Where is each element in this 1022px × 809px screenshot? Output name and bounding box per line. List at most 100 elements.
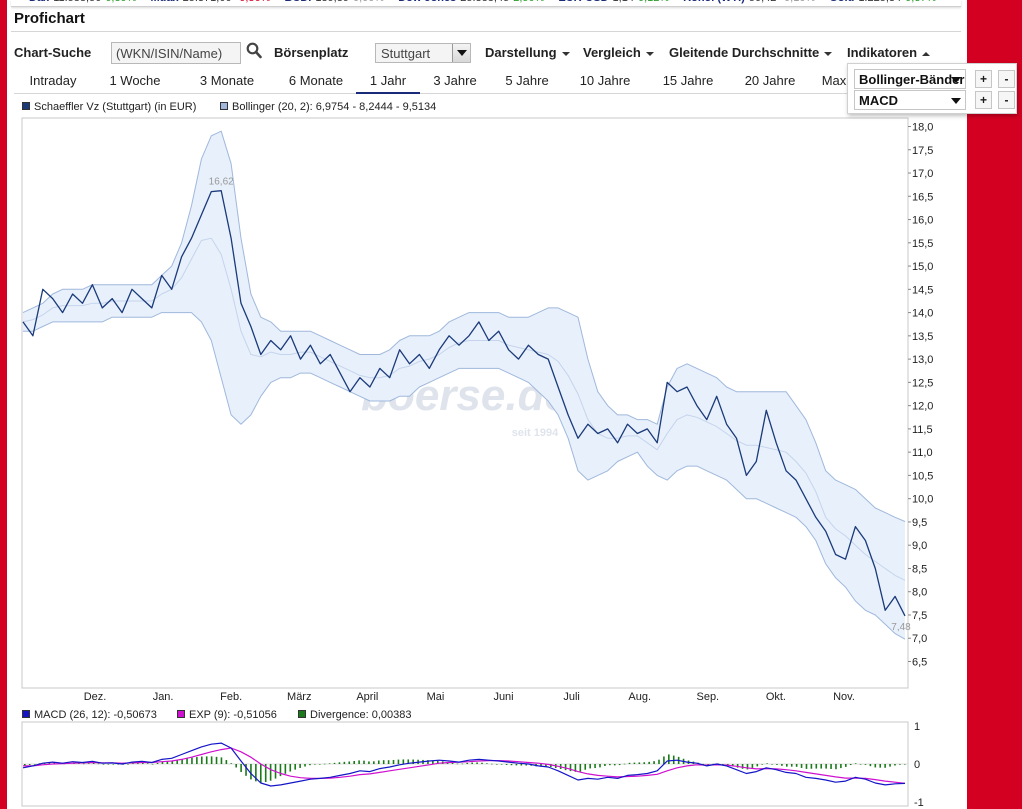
menu-moving-averages-label: Gleitende Durchschnitte: [669, 45, 820, 60]
ticker-name[interactable]: Dow Jones: [398, 0, 456, 4]
add-indicator-button[interactable]: +: [975, 91, 992, 109]
remove-indicator-button[interactable]: -: [998, 70, 1015, 88]
ticker-name[interactable]: Gold: [829, 0, 854, 4]
tab-intraday[interactable]: Intraday: [29, 73, 77, 88]
tab-5-years[interactable]: 5 Jahre: [505, 73, 549, 88]
x-axis-label: Juli: [563, 691, 580, 703]
divergence-bar: [899, 764, 901, 765]
y-tick-label: 16,5: [912, 191, 933, 203]
add-indicator-button[interactable]: +: [975, 70, 992, 88]
tab-10-years[interactable]: 10 Jahre: [579, 73, 631, 88]
divergence-bar: [668, 754, 670, 764]
chevron-down-icon[interactable]: [452, 44, 470, 62]
x-axis-label: Dez.: [84, 691, 107, 703]
ticker-name[interactable]: Dax: [29, 0, 49, 4]
ticker-value: 139,39: [315, 0, 349, 4]
indicator-select-bollinger[interactable]: Bollinger-Bänder: [854, 69, 966, 89]
x-axis-label: April: [356, 691, 378, 703]
divergence-bar: [707, 764, 709, 765]
x-axis-label: Nov.: [833, 691, 855, 703]
divergence-bar: [874, 764, 877, 768]
divergence-bar: [304, 764, 306, 767]
x-axis-label: Juni: [493, 691, 513, 703]
remove-indicator-button[interactable]: -: [998, 91, 1015, 109]
divergence-bar: [884, 764, 886, 768]
menu-darstellung[interactable]: Darstellung: [485, 45, 570, 60]
caret-down-icon: [561, 51, 570, 56]
divergence-bar: [589, 764, 591, 769]
divergence-bar: [348, 761, 351, 764]
legend-divergence-swatch: [298, 710, 306, 718]
tab-3-years[interactable]: 3 Jahre: [433, 73, 477, 88]
tab-15-years[interactable]: 15 Jahre: [662, 73, 714, 88]
divergence-bar: [481, 762, 483, 764]
divergence-bar: [569, 764, 572, 772]
caret-down-icon: [645, 51, 654, 56]
divergence-bar: [323, 763, 326, 765]
ticker-name[interactable]: Mdax: [151, 0, 179, 4]
tab-1-week[interactable]: 1 Woche: [109, 73, 161, 88]
y-tick-label: 11,5: [912, 424, 933, 436]
divergence-bar: [618, 764, 621, 766]
ticker-change: 0,00%: [353, 0, 384, 4]
ticker-name[interactable]: BCDI: [284, 0, 311, 4]
divergence-bar: [648, 761, 650, 764]
divergence-bar: [289, 764, 292, 772]
exp-signal-line: [23, 747, 906, 784]
tab-3-months[interactable]: 3 Monate: [199, 73, 255, 88]
bollinger-upper-line: [22, 130, 906, 522]
divergence-bar: [638, 762, 641, 764]
tab-6-months[interactable]: 6 Monate: [288, 73, 344, 88]
tab-20-years[interactable]: 20 Jahre: [744, 73, 796, 88]
divergence-bar: [245, 764, 247, 776]
ticker-change: -0,36%: [236, 0, 271, 4]
divergence-bar: [889, 764, 891, 767]
macd-y-tick-label: 0: [914, 759, 920, 771]
indicator-select-macd[interactable]: MACD: [854, 90, 966, 110]
divergence-bar: [815, 764, 818, 769]
divergence-bar: [864, 764, 867, 765]
menu-darstellung-label: Darstellung: [485, 45, 557, 60]
ticker-change: 0,12%: [638, 0, 669, 4]
y-tick-label: 13,0: [912, 354, 933, 366]
divergence-bar: [196, 757, 198, 764]
y-tick-label: 10,5: [912, 470, 933, 482]
divergence-bar: [225, 760, 228, 764]
divergence-bar: [264, 764, 267, 783]
tab-max[interactable]: Max: [821, 73, 847, 88]
macd-line: [22, 742, 906, 787]
divergence-bar: [235, 764, 237, 768]
exchange-select[interactable]: Stuttgart: [375, 43, 471, 63]
divergence-bar: [294, 764, 296, 770]
divergence-bar: [771, 764, 773, 765]
divergence-bar: [722, 764, 724, 765]
menu-moving-averages[interactable]: Gleitende Durchschnitte: [669, 45, 833, 60]
divergence-bar: [663, 756, 665, 764]
divergence-bar: [87, 763, 90, 764]
divergence-bar: [510, 764, 513, 766]
divergence-bar: [486, 763, 488, 764]
chart-search-input[interactable]: [111, 42, 241, 64]
tab-1-year[interactable]: 1 Jahr: [356, 69, 420, 94]
divergence-bar: [240, 764, 242, 772]
menu-indicators[interactable]: Indikatoren: [847, 45, 931, 60]
divergence-bar: [205, 756, 208, 764]
left-border: [0, 0, 7, 809]
legend-exp-swatch: [177, 710, 185, 718]
divergence-bar: [471, 762, 473, 764]
menu-vergleich[interactable]: Vergleich: [583, 45, 654, 60]
divergence-bar: [564, 764, 567, 771]
divergence-bar: [776, 764, 778, 765]
search-icon[interactable]: [246, 42, 262, 60]
divergence-bar: [269, 764, 272, 781]
y-tick-label: 15,0: [912, 261, 933, 273]
ticker-name[interactable]: Rohöl (WTI): [683, 0, 745, 4]
ticker-name[interactable]: EUR-USD: [558, 0, 608, 4]
ticker-value: 11.588,50: [53, 0, 101, 4]
divergence-bar: [741, 764, 744, 769]
price-line: [22, 190, 906, 617]
legend-macd-swatch: [22, 710, 30, 718]
divergence-bar: [830, 764, 832, 769]
divergence-bar: [633, 762, 636, 764]
